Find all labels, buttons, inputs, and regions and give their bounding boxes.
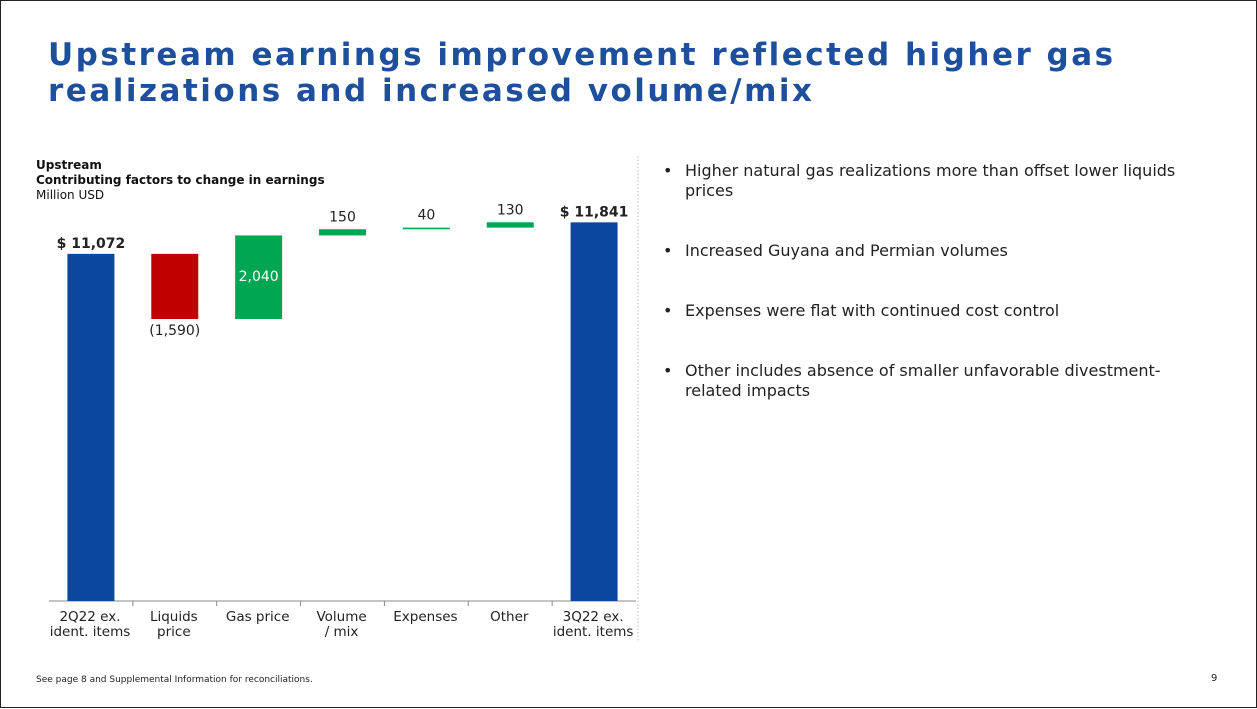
x-tick-label: Liquids price xyxy=(149,609,198,640)
chart-subtitle: Contributing factors to change in earnin… xyxy=(36,173,325,187)
value-label: (1,590) xyxy=(149,323,200,339)
value-label: 40 xyxy=(417,208,435,224)
bullet: Increased Guyana and Permian volumes xyxy=(661,241,1211,261)
bullet-list: Higher natural gas realizations more tha… xyxy=(661,161,1211,441)
value-label: 2,040 xyxy=(239,269,279,285)
x-tick-label: Gas price xyxy=(225,609,290,625)
x-tick-label: Other xyxy=(490,609,529,625)
value-label: 130 xyxy=(497,202,524,218)
x-tick-label: 3Q22 ex. ident. items xyxy=(552,609,634,640)
bullet: Expenses were flat with continued cost c… xyxy=(661,301,1211,321)
bullet: Other includes absence of smaller unfavo… xyxy=(661,361,1211,401)
bar xyxy=(235,235,283,320)
footnote: See page 8 and Supplemental Information … xyxy=(36,675,313,685)
value-label: $ 11,072 xyxy=(57,236,126,252)
bar xyxy=(570,222,618,601)
unit-label: Million USD xyxy=(36,188,105,202)
chart-title: Upstream xyxy=(36,158,102,172)
bullet: Higher natural gas realizations more tha… xyxy=(661,161,1211,201)
bar xyxy=(151,253,199,320)
bar xyxy=(402,227,450,230)
x-tick-label: Expenses xyxy=(393,609,458,625)
bar xyxy=(319,229,366,236)
x-tick-label: 2Q22 ex. ident. items xyxy=(49,609,131,640)
value-label: $ 11,841 xyxy=(560,204,629,220)
slide-title: Upstream earnings improvement reflected … xyxy=(48,37,1116,109)
value-label: 150 xyxy=(329,209,356,225)
bar xyxy=(67,253,115,602)
x-tick-label: Volume / mix xyxy=(316,609,367,640)
bar xyxy=(486,222,534,228)
page-number: 9 xyxy=(1211,673,1218,684)
